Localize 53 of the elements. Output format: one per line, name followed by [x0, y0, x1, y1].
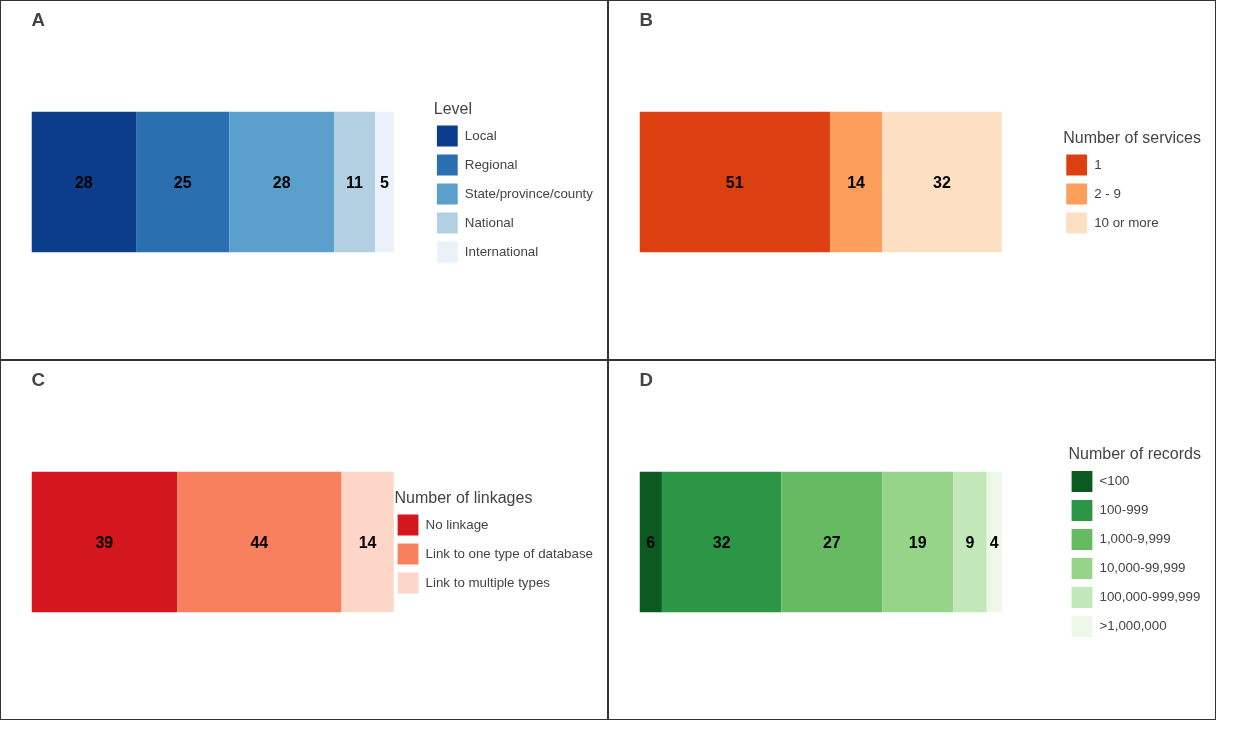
- legend-label: 1: [1094, 156, 1103, 172]
- bar: [661, 471, 782, 613]
- data-label: 25: [173, 174, 192, 191]
- data-label: 14: [847, 174, 866, 191]
- bar: [229, 111, 334, 253]
- bar: [333, 111, 376, 253]
- bar: [136, 111, 230, 253]
- legend-label: Regional: [464, 156, 518, 172]
- bar: [781, 471, 883, 613]
- legend-label: Link to multiple types: [425, 574, 550, 590]
- legend-label: 100,000-999,999: [1099, 589, 1201, 604]
- data-label: 39: [95, 534, 114, 551]
- data-label: 28: [74, 174, 93, 191]
- data-label: 28: [272, 174, 291, 191]
- legend-label: Link to one type of database: [425, 545, 593, 561]
- legend-label: 10 or more: [1094, 214, 1159, 230]
- chart-title: C: [31, 368, 45, 390]
- data-label: 27: [822, 534, 841, 551]
- data-label: 5: [379, 174, 389, 191]
- bar: [986, 471, 1002, 613]
- legend-label: 1,000-9,999: [1099, 531, 1171, 546]
- legend-title: Number of records: [1068, 444, 1201, 463]
- legend-label: No linkage: [425, 516, 489, 532]
- data-label: 9: [965, 534, 975, 551]
- chart-title: A: [31, 8, 45, 30]
- data-label: 32: [712, 534, 731, 551]
- legend-label: National: [464, 214, 514, 230]
- legend-label: Local: [464, 127, 497, 143]
- bar: [375, 111, 394, 253]
- data-label: 4: [989, 534, 999, 551]
- legend-title: Number of linkages: [394, 488, 534, 506]
- legend-label: <100: [1099, 473, 1130, 488]
- bar: [31, 111, 137, 253]
- legend-label: International: [464, 243, 539, 259]
- data-label: 6: [646, 534, 656, 551]
- legend-title: Level: [433, 99, 474, 117]
- data-label: 51: [725, 174, 744, 191]
- data-label: 19: [908, 534, 927, 551]
- data-label: 14: [358, 534, 377, 551]
- legend-label: 10,000-99,999: [1099, 560, 1186, 575]
- bar: [639, 471, 662, 613]
- data-label: 11: [346, 174, 364, 191]
- data-label: 32: [933, 174, 951, 191]
- legend-label: State/province/county: [464, 185, 593, 201]
- legend-title: Number of services: [1063, 128, 1201, 146]
- legend-label: >1,000,000: [1099, 618, 1167, 633]
- legend-label: 100-999: [1099, 502, 1149, 517]
- chart-title: B: [639, 8, 653, 30]
- chart-title: D: [639, 368, 653, 390]
- bar: [882, 471, 954, 613]
- legend-label: 2 - 9: [1094, 185, 1121, 201]
- bar: [953, 471, 987, 613]
- data-label: 44: [250, 534, 269, 551]
